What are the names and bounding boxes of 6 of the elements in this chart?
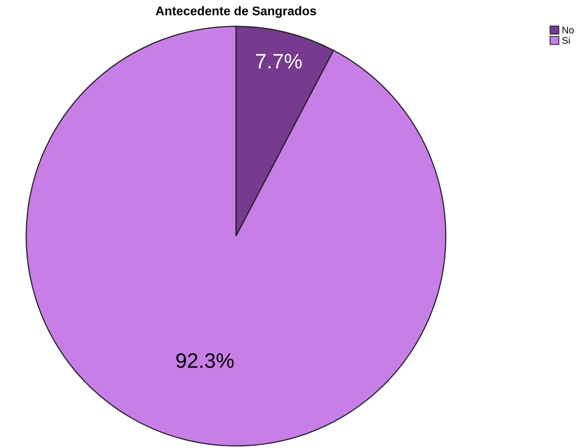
pie-slice [26,26,446,446]
legend-label: Si [562,36,570,44]
legend-label: No [562,26,574,34]
chart-title: Antecedente de Sangrados [156,6,316,18]
data-label: 7.7% [256,54,302,68]
data-label: 92.3% [176,353,234,368]
